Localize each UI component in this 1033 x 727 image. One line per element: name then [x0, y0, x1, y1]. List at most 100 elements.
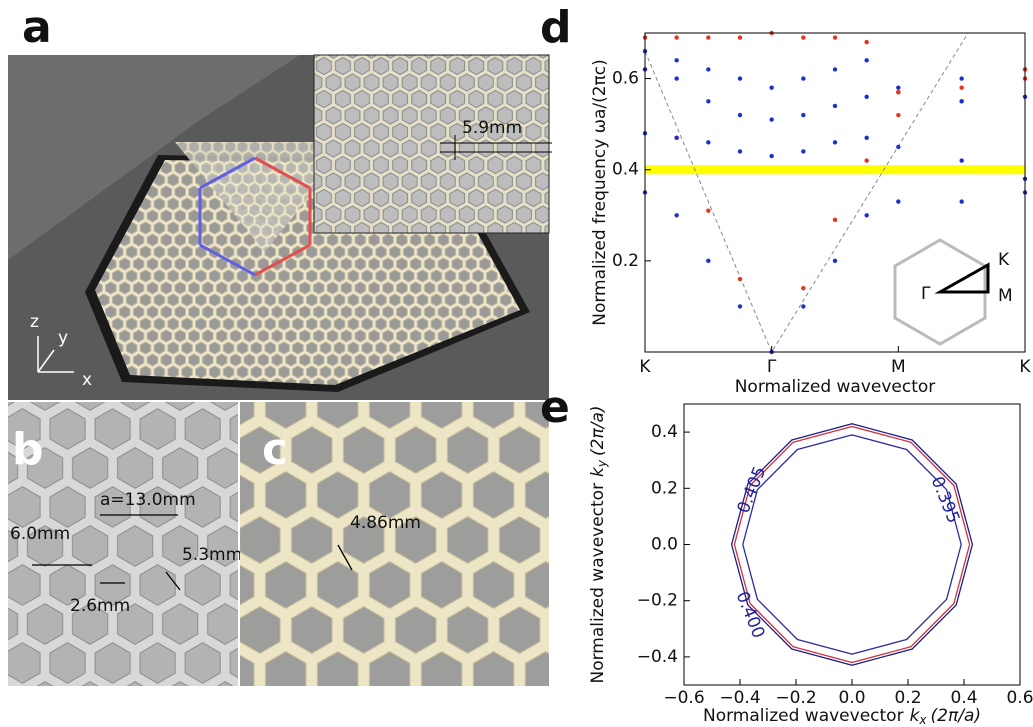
x-axis-label: Normalized wavevectorkx(2π/a) [703, 706, 981, 727]
band-point [864, 213, 868, 217]
y-tick-label: 0.4 [612, 160, 639, 180]
bz-label: K [998, 250, 1010, 270]
axis-label: y [58, 328, 68, 348]
y-axis-label: Normalized frequency ωa/(2πc) [590, 59, 610, 326]
band-point [738, 277, 742, 281]
band-point [833, 67, 837, 71]
band-point [959, 99, 963, 103]
band-point [769, 154, 773, 158]
y-label-part: Normalized wavevector [588, 483, 608, 684]
band-point [833, 104, 837, 108]
band-point [738, 35, 742, 39]
y-label-part: y [595, 459, 609, 468]
axis-label: x [82, 370, 92, 390]
y-tick-label: 0.2 [612, 251, 639, 271]
band-point [674, 58, 678, 62]
band-point [706, 140, 710, 144]
axis-label: z [30, 312, 39, 332]
band-point [864, 40, 868, 44]
band-point [674, 35, 678, 39]
contour-label: 0.400 [732, 589, 769, 642]
band-point [864, 158, 868, 162]
band-point [674, 213, 678, 217]
x-tick-label: 0.4 [950, 688, 977, 708]
x-label-part: (2π/a) [931, 706, 981, 726]
dimension: 5.3mm [182, 545, 242, 565]
figure: 5.9mm z y x a a=13.0mm 6.0mm 5.3mm 2.6mm… [0, 0, 1033, 727]
x-tick-label: M [891, 357, 906, 377]
panel-c: 4.86mm c [240, 402, 549, 686]
bz-path [940, 265, 988, 292]
dimension: 6.0mm [10, 524, 70, 544]
band-point [864, 136, 868, 140]
contour-line [743, 435, 961, 654]
band-point [801, 35, 805, 39]
light-line [645, 33, 968, 352]
band-point [738, 304, 742, 308]
band-point [896, 85, 900, 89]
contour-label: 0.405 [734, 464, 771, 517]
band-point [706, 259, 710, 263]
band-point [801, 76, 805, 80]
band-point [706, 209, 710, 213]
band-point [864, 95, 868, 99]
band-point [801, 286, 805, 290]
band-point [896, 90, 900, 94]
x-tick-label: 0.2 [894, 688, 921, 708]
y-axis-label: Normalized wavevectorky(2π/a) [588, 405, 609, 683]
band-point [896, 113, 900, 117]
band-point [864, 58, 868, 62]
inset [314, 55, 549, 233]
x-label-part: x [918, 713, 927, 727]
band-point [833, 140, 837, 144]
y-tick-label: 0.2 [651, 478, 678, 498]
band-point [769, 117, 773, 121]
y-tick-label: 0.6 [612, 69, 639, 89]
band-point [801, 149, 805, 153]
contour-line [732, 424, 973, 666]
x-tick-label: −0.2 [775, 688, 816, 708]
band-point [959, 199, 963, 203]
dimension: a=13.0mm [100, 490, 196, 510]
x-tick-label: 0.0 [838, 688, 865, 708]
x-label-part: Normalized wavevector [703, 706, 904, 726]
dimension: 2.6mm [70, 596, 130, 616]
band-point [959, 76, 963, 80]
band-point [738, 113, 742, 117]
plot-frame [645, 33, 1025, 352]
band-point [896, 145, 900, 149]
x-axis-label: Normalized wavevector [735, 377, 936, 397]
dimension: 5.9mm [462, 118, 522, 138]
band-point [706, 67, 710, 71]
x-tick-label: −0.6 [663, 688, 704, 708]
bz-label: M [998, 286, 1013, 306]
y-tick-label: 0.0 [651, 535, 678, 555]
band-point [738, 76, 742, 80]
bz-label: Γ [921, 284, 931, 304]
dimension: 4.86mm [350, 513, 421, 533]
panel-label: c [262, 424, 288, 475]
panel-a: 5.9mm z y x a [8, 2, 552, 400]
panel-label: d [540, 2, 572, 53]
band-point [959, 85, 963, 89]
band-point [959, 158, 963, 162]
x-tick-label: −0.4 [719, 688, 760, 708]
panel-label: a [22, 2, 52, 53]
band-point [801, 113, 805, 117]
y-tick-label: −0.2 [637, 591, 678, 611]
y-tick-label: 0.4 [651, 422, 678, 442]
band-point [833, 35, 837, 39]
x-tick-label: Γ [767, 357, 777, 377]
panel-label: b [12, 424, 44, 475]
x-tick-label: K [1019, 357, 1031, 377]
band-point [706, 99, 710, 103]
band-point [769, 85, 773, 89]
panel-label: e [540, 382, 570, 433]
band-point [706, 35, 710, 39]
band-point [738, 149, 742, 153]
panel-b: a=13.0mm 6.0mm 5.3mm 2.6mm b [8, 402, 242, 686]
y-label-part: (2π/a) [588, 405, 608, 455]
x-tick-label: K [639, 357, 651, 377]
band-point [833, 259, 837, 263]
y-tick-label: −0.4 [637, 647, 678, 667]
